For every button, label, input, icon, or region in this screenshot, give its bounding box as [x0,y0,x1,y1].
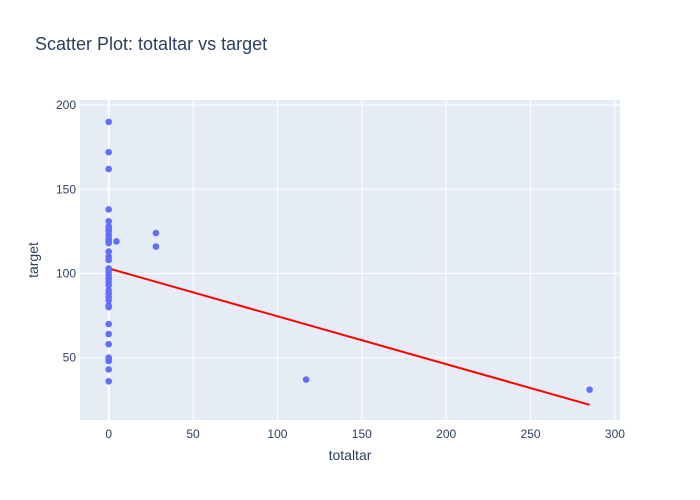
y-axis-ticks: 50 100 150 200 [56,98,76,365]
x-tick-label: 250 [521,427,541,441]
scatter-point [105,281,112,289]
scatter-point [105,297,112,304]
scatter-point [105,238,112,245]
plot-background [80,100,620,420]
scatter-point [105,248,112,255]
x-tick-label: 150 [352,427,372,441]
x-tick-label: 200 [436,427,456,441]
scatter-point [105,118,112,126]
scatter-points-layer [105,118,593,393]
scatter-point [105,217,112,225]
scatter-point [113,238,120,245]
x-axis-ticks: 0 50 100 150 200 250 300 [105,427,625,441]
y-axis-title: target [25,242,41,278]
trend-line-layer [108,267,590,406]
y-tick-label: 200 [56,98,76,112]
trend-line [108,267,590,406]
scatter-point [105,377,112,385]
chart-title: Scatter Plot: totaltar vs target [35,34,267,54]
y-tick-label: 150 [56,182,76,196]
scatter-point [105,206,112,213]
x-tick-label: 300 [605,427,625,441]
scatter-point [152,243,160,250]
scatter-point [105,165,112,173]
scatter-point [152,229,160,237]
y-tick-label: 100 [56,266,76,280]
scatter-point [105,226,112,233]
scatter-point [105,256,112,264]
scatter-point [105,366,112,373]
x-tick-label: 50 [186,427,200,441]
x-axis-title: totaltar [329,447,372,463]
x-tick-label: 100 [267,427,287,441]
scatter-point [105,340,112,348]
scatter-point [105,330,112,338]
scatter-point [105,303,112,311]
scatter-point [105,357,112,365]
scatter-point [586,386,593,393]
x-tick-label: 0 [105,427,112,441]
y-tick-label: 50 [63,351,77,365]
scatter-point [105,148,112,156]
scatter-point [105,320,112,328]
scatter-point [302,376,310,383]
